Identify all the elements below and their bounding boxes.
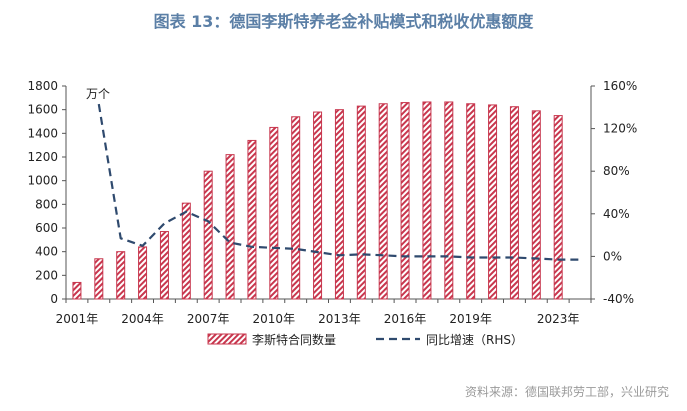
- line-series: [97, 103, 581, 261]
- legend: 李斯特合同数量 同比增速（RHS）: [207, 332, 523, 347]
- x-tick-label: 2001年: [56, 312, 99, 326]
- bar: [313, 111, 323, 300]
- x-tick-label: 2004年: [121, 312, 164, 326]
- left-tick-label: 1200: [27, 150, 58, 164]
- growth-line: [97, 103, 581, 261]
- right-tick-label: 80%: [603, 164, 630, 178]
- bar: [138, 246, 148, 300]
- x-tick-label: 2013年: [318, 312, 361, 326]
- bar: [444, 101, 454, 300]
- bar: [422, 101, 432, 300]
- left-tick-label: 0: [50, 292, 58, 306]
- bar: [72, 281, 82, 300]
- x-tick-label: 2023年: [537, 312, 580, 326]
- bar: [356, 105, 366, 300]
- left-axis-unit: 万个: [86, 87, 110, 101]
- left-tick-label: 1000: [27, 174, 58, 188]
- bar: [466, 103, 476, 300]
- left-tick-label: 1800: [27, 79, 58, 93]
- left-tick-label: 1600: [27, 103, 58, 117]
- x-tick-label: 2007年: [187, 312, 230, 326]
- bar: [159, 231, 169, 300]
- right-tick-label: 0%: [603, 249, 622, 263]
- right-tick-label: -40%: [603, 292, 634, 306]
- source-note: 资料来源：德国联邦劳工部，兴业研究: [464, 385, 669, 399]
- x-tick-label: 2019年: [449, 312, 492, 326]
- bar: [400, 102, 410, 300]
- bar: [334, 109, 344, 300]
- bar: [116, 251, 126, 300]
- left-tick-label: 400: [35, 245, 58, 259]
- left-tick-label: 800: [35, 197, 58, 211]
- legend-bar-label: 李斯特合同数量: [252, 332, 336, 347]
- bar: [225, 154, 235, 300]
- left-tick-label: 200: [35, 268, 58, 282]
- right-tick-label: 40%: [603, 207, 630, 221]
- bar: [509, 106, 519, 300]
- bar: [291, 116, 301, 300]
- left-tick-label: 600: [35, 221, 58, 235]
- x-tick-label: 2010年: [253, 312, 296, 326]
- bar-series: [72, 101, 563, 300]
- x-tick-label: 2016年: [384, 312, 427, 326]
- bar: [378, 103, 388, 300]
- bar: [181, 202, 191, 300]
- legend-line-label: 同比增速（RHS）: [426, 333, 523, 347]
- left-tick-label: 1400: [27, 126, 58, 140]
- chart-title: 图表 13：德国李斯特养老金补贴模式和税收优惠额度: [153, 12, 534, 31]
- bar: [488, 104, 498, 300]
- bar: [94, 258, 104, 300]
- bar: [531, 110, 541, 300]
- legend-bar-swatch: [207, 333, 247, 345]
- bar: [203, 170, 213, 300]
- axis-labels: 0 200 400 600 800 1000 1200 1400 1600 1800 -40% 0% 4…: [27, 79, 637, 326]
- axes: [62, 85, 595, 303]
- right-tick-label: 120%: [603, 122, 637, 136]
- right-tick-label: 160%: [603, 79, 637, 93]
- bar: [247, 139, 257, 300]
- bar: [553, 115, 563, 300]
- bar: [269, 126, 279, 300]
